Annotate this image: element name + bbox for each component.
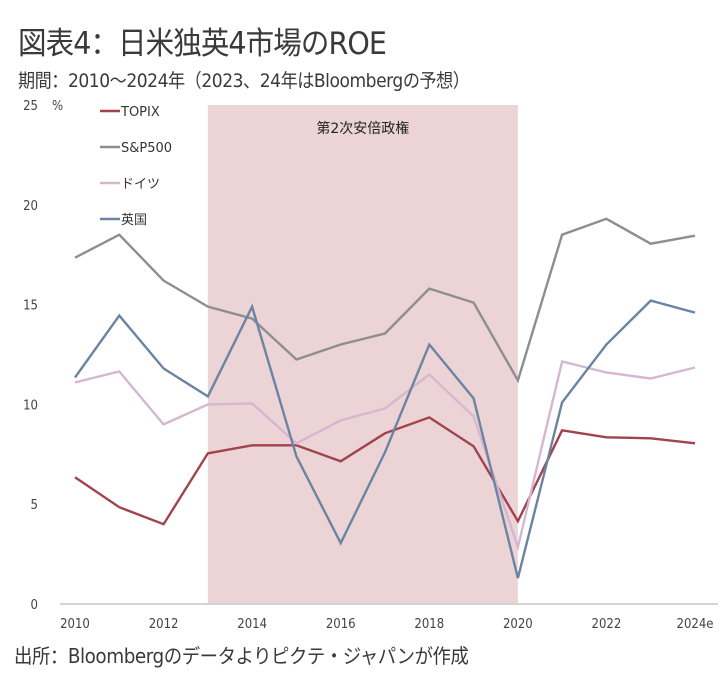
shaded-region <box>207 105 518 604</box>
y-tick-label: 15 <box>23 299 38 314</box>
chart-title: 図表4：日米独英4市場のROE <box>18 26 387 62</box>
legend-label: S&P500 <box>121 141 172 156</box>
y-tick-label: 20 <box>23 199 38 214</box>
axis-layer: 0 5 10 15 20 25 2010 2012 2014 2016 2018 2020 2022 20… <box>23 99 718 632</box>
y-unit-label: % <box>52 99 63 114</box>
x-tick-label: 2018 <box>414 617 444 632</box>
x-tick-label: 2024e <box>677 617 714 632</box>
shaded-region-layer <box>207 105 518 604</box>
y-tick-label: 10 <box>23 398 38 413</box>
series-line-0 <box>74 416 696 526</box>
x-tick-label: 2022 <box>592 617 622 632</box>
x-tick-label: 2012 <box>149 617 179 632</box>
legend-label: 英国 <box>121 213 147 228</box>
source-note: 出所：Bloombergのデータよりピクテ・ジャパンが作成 <box>14 644 469 668</box>
series-layer <box>74 217 696 579</box>
legend-label: ドイツ <box>121 177 160 192</box>
y-tick-label: 5 <box>31 498 38 513</box>
legend-label: TOPIX <box>120 105 160 120</box>
x-tick-label: 2010 <box>60 617 90 632</box>
y-tick-label: 25 <box>23 99 38 114</box>
x-tick-label: 2020 <box>503 617 533 632</box>
series-line-3 <box>74 299 696 579</box>
series-line-2 <box>74 360 696 552</box>
y-tick-label: 0 <box>31 598 38 613</box>
series-line-1 <box>74 217 696 384</box>
shaded-region-label: 第2次安倍政権 <box>316 120 409 137</box>
x-tick-label: 2014 <box>237 617 267 632</box>
x-tick-label: 2016 <box>326 617 356 632</box>
chart-subtitle: 期間：2010～2024年（2023、24年はBloombergの予想） <box>18 70 470 92</box>
